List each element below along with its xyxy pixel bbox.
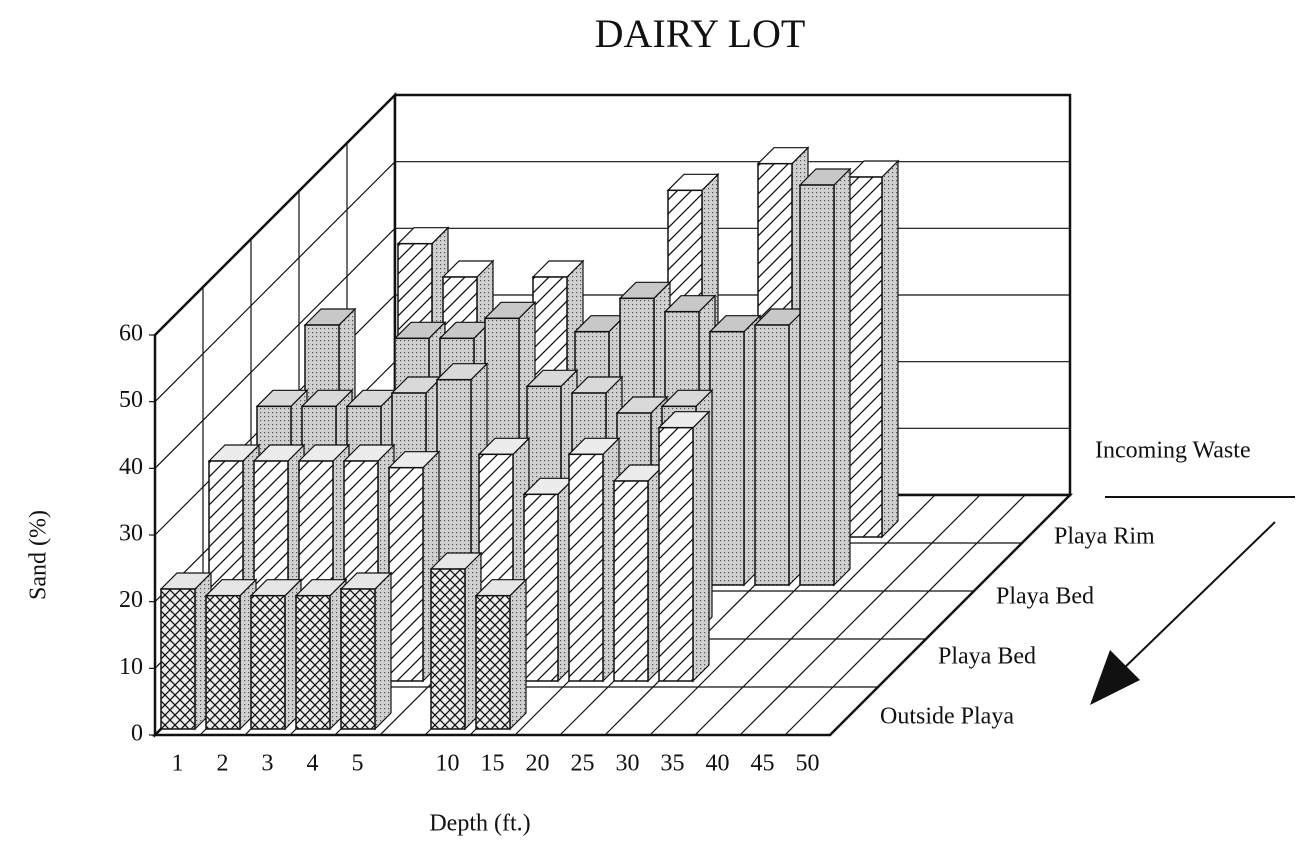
bar: [430, 568, 466, 730]
y-tick-label: 40: [119, 454, 143, 480]
x-axis-label: Depth (ft.): [429, 811, 530, 837]
bar: [295, 594, 331, 730]
x-tick-label: 4: [307, 751, 319, 777]
x-tick-label: 50: [796, 751, 820, 777]
bar: [658, 426, 694, 682]
x-tick-label: 3: [262, 751, 274, 777]
bar: [205, 594, 241, 730]
y-tick-label: 30: [119, 521, 143, 547]
bar-side: [881, 159, 899, 539]
x-tick-label: 1: [172, 751, 184, 777]
bar: [568, 453, 604, 682]
floor-slot-line: [739, 494, 981, 736]
x-tick-label: 40: [706, 751, 730, 777]
bar: [613, 480, 649, 682]
bar: [709, 330, 745, 586]
bar: [847, 176, 883, 538]
bar: [160, 588, 196, 730]
series-label: Playa Bed: [938, 644, 1036, 670]
bar: [250, 594, 286, 730]
y-tick-label: 60: [119, 321, 143, 347]
bar-side: [692, 410, 710, 683]
grid-line: [154, 94, 396, 336]
bar: [340, 588, 376, 730]
y-tick-label: 10: [119, 654, 143, 680]
x-tick-label: 35: [661, 751, 685, 777]
x-tick-label: 45: [751, 751, 775, 777]
x-tick-label: 10: [436, 751, 460, 777]
x-tick-label: 20: [526, 751, 550, 777]
bar: [754, 324, 790, 586]
bar: [799, 184, 835, 586]
x-tick-label: 25: [571, 751, 595, 777]
y-tick-label: 0: [131, 721, 143, 747]
series-label: Incoming Waste: [1095, 438, 1251, 464]
series-label: Outside Playa: [880, 704, 1014, 730]
floor-slot-line: [694, 494, 936, 736]
y-axis-label: Sand (%): [26, 510, 52, 600]
x-tick-label: 2: [217, 751, 229, 777]
y-tick-label: 50: [119, 387, 143, 413]
bar-side: [509, 578, 527, 731]
bar-side: [833, 167, 851, 587]
series-label: Playa Bed: [996, 584, 1094, 610]
chart-title: DAIRY LOT: [595, 11, 806, 56]
grid-line: [154, 227, 396, 469]
floor-slot-line: [784, 494, 1026, 736]
arrow-head: [1090, 650, 1140, 705]
series-label: Playa Rim: [1054, 524, 1155, 550]
x-tick-label: 15: [481, 751, 505, 777]
bar: [475, 594, 511, 730]
x-tick-label: 30: [616, 751, 640, 777]
bar-side: [374, 571, 392, 731]
x-tick-label: 5: [352, 751, 364, 777]
arrow-shaft: [1119, 521, 1276, 673]
bar: [523, 493, 559, 682]
bar: [388, 466, 424, 682]
grid-line: [154, 161, 396, 403]
y-tick-label: 20: [119, 587, 143, 613]
